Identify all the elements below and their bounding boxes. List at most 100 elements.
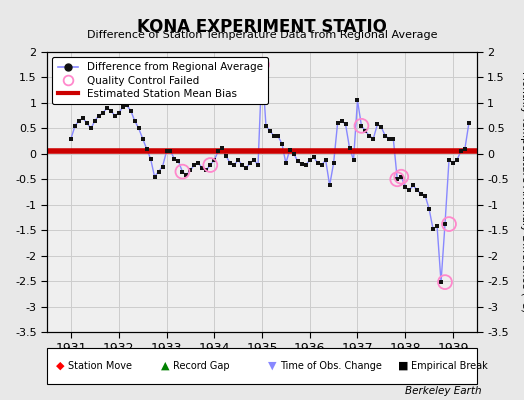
Text: Difference of Station Temperature Data from Regional Average: Difference of Station Temperature Data f…: [87, 30, 437, 40]
Point: [413, 187, 421, 194]
Point: [87, 125, 95, 132]
Point: [194, 160, 203, 166]
Point: [178, 168, 187, 175]
Point: [361, 128, 369, 134]
Text: Time of Obs. Change: Time of Obs. Change: [280, 361, 382, 371]
Point: [397, 174, 406, 180]
Point: [350, 157, 358, 163]
Point: [258, 62, 266, 68]
Point: [449, 160, 457, 166]
Point: [234, 157, 242, 163]
Text: ▲: ▲: [161, 361, 169, 371]
Point: [345, 144, 354, 151]
Point: [103, 105, 111, 111]
Text: ■: ■: [398, 361, 409, 371]
Point: [182, 172, 191, 178]
Point: [465, 120, 473, 126]
Point: [214, 148, 222, 154]
Point: [282, 160, 290, 166]
Point: [461, 146, 469, 152]
Point: [67, 135, 75, 142]
Point: [302, 162, 310, 168]
Point: [270, 133, 278, 139]
Point: [441, 221, 449, 227]
Point: [95, 112, 103, 119]
Point: [222, 153, 231, 160]
Point: [429, 226, 437, 232]
Point: [126, 107, 135, 114]
Point: [325, 182, 334, 188]
Point: [357, 123, 366, 129]
Point: [445, 157, 453, 163]
Point: [170, 156, 179, 162]
Point: [186, 167, 194, 173]
Point: [266, 128, 274, 134]
Point: [318, 162, 326, 168]
Point: [262, 123, 270, 129]
Point: [393, 176, 401, 182]
Point: [337, 118, 346, 124]
Point: [250, 157, 258, 163]
Point: [115, 110, 123, 116]
Point: [453, 157, 461, 163]
Point: [385, 135, 394, 142]
Point: [123, 102, 131, 109]
Point: [83, 120, 91, 126]
Point: [146, 156, 155, 162]
Text: Record Gap: Record Gap: [173, 361, 230, 371]
Point: [143, 146, 151, 152]
Text: ◆: ◆: [56, 361, 64, 371]
Point: [330, 160, 338, 166]
Point: [437, 279, 445, 285]
Y-axis label: Monthly Temperature Anomaly Difference (°C): Monthly Temperature Anomaly Difference (…: [520, 71, 524, 313]
Point: [106, 107, 115, 114]
Point: [226, 160, 234, 166]
Point: [286, 146, 294, 153]
Point: [258, 62, 266, 68]
Point: [202, 167, 211, 173]
Point: [421, 192, 429, 199]
Point: [218, 144, 226, 151]
Point: [417, 190, 425, 197]
Point: [405, 187, 413, 194]
Point: [298, 161, 306, 167]
Point: [174, 158, 183, 165]
Text: Empirical Break: Empirical Break: [411, 361, 488, 371]
Point: [425, 206, 433, 212]
Point: [135, 125, 143, 132]
Point: [111, 112, 119, 119]
Point: [401, 184, 409, 190]
Point: [321, 157, 330, 163]
Point: [441, 279, 449, 285]
Point: [381, 133, 389, 139]
Point: [305, 157, 314, 163]
Point: [433, 223, 441, 229]
Point: [369, 135, 378, 142]
Point: [198, 165, 206, 171]
Point: [389, 135, 398, 142]
Point: [373, 121, 381, 128]
Point: [393, 176, 401, 182]
Legend: Difference from Regional Average, Quality Control Failed, Estimated Station Mean: Difference from Regional Average, Qualit…: [52, 57, 268, 104]
Point: [313, 160, 322, 166]
Point: [138, 135, 147, 142]
Point: [293, 158, 302, 165]
Text: KONA EXPERIMENT STATIO: KONA EXPERIMENT STATIO: [137, 18, 387, 36]
Point: [278, 140, 286, 147]
Point: [465, 120, 473, 126]
Point: [254, 162, 262, 168]
Text: Station Move: Station Move: [68, 361, 132, 371]
Point: [310, 154, 318, 160]
Point: [150, 174, 159, 180]
Point: [158, 163, 167, 170]
Point: [155, 168, 163, 175]
Point: [206, 162, 214, 168]
Point: [357, 123, 366, 129]
Point: [206, 162, 214, 168]
Point: [162, 148, 171, 154]
Point: [130, 118, 139, 124]
Point: [445, 221, 453, 227]
Point: [274, 133, 282, 139]
Point: [75, 118, 83, 124]
Point: [71, 123, 79, 129]
